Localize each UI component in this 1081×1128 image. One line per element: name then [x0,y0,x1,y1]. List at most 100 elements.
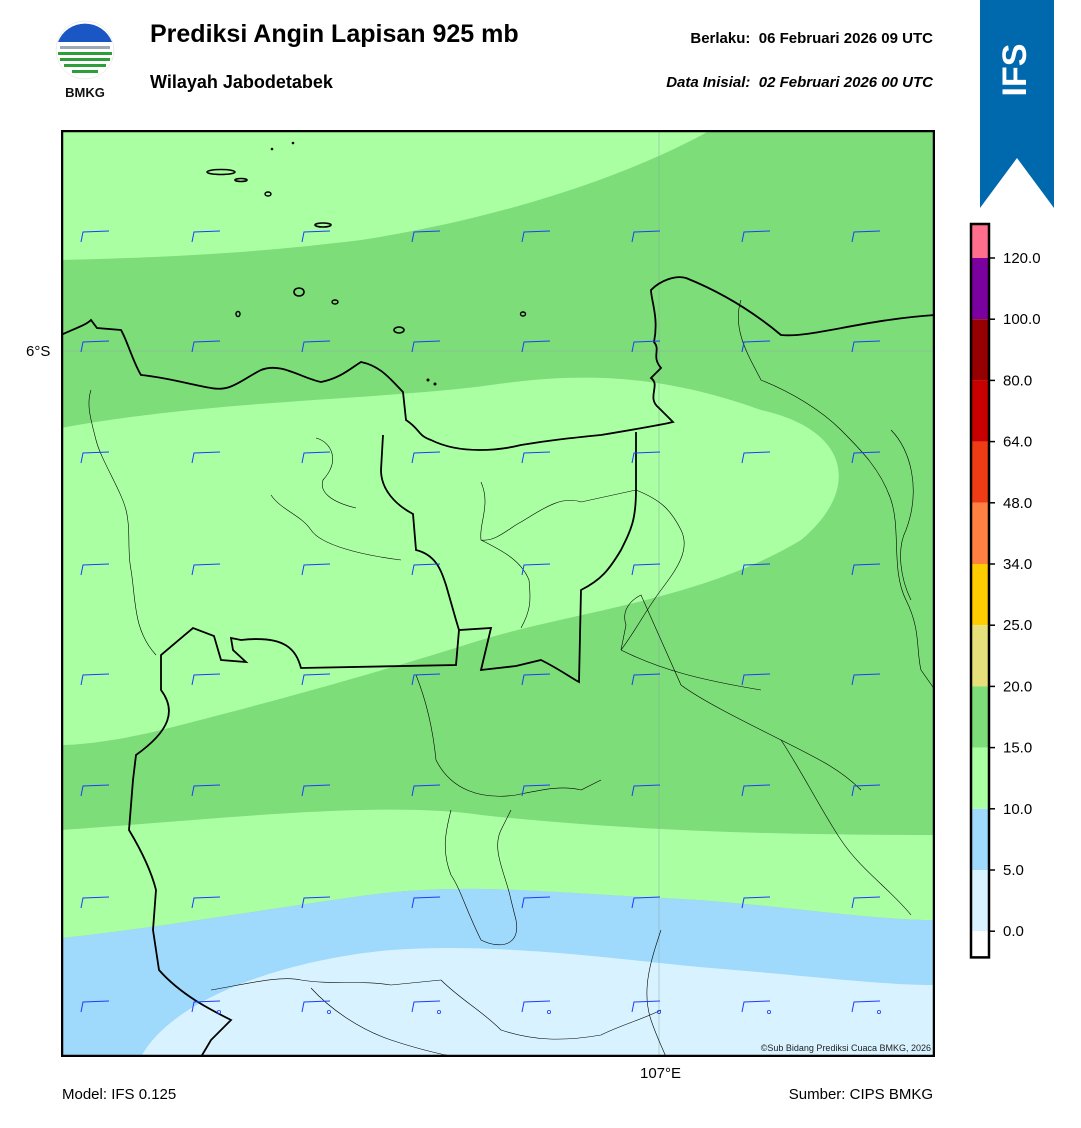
coastline [61,276,935,451]
wind-barb [411,673,441,686]
wind-barb [301,451,331,464]
island [314,222,332,228]
wind-barb [851,673,881,686]
colorbar-tick-label: 10.0 [1003,801,1032,818]
wind-barb [851,896,881,909]
wind-barb [301,1000,331,1013]
wind-map-canvas [60,129,936,1058]
colorbar-tick-label: 100.0 [1003,311,1041,328]
wind-barb [631,896,661,909]
wind-barb [301,563,331,576]
wind-barb [631,563,661,576]
wind-barbs [80,230,882,1015]
wind-barb [191,230,221,243]
colorbar-canvas: 120.0 100.0 80.0 64.0 48.0 34.0 25.0 20.0 15.0 10… [969,222,1041,993]
colorbar-tick-label: 20.0 [1003,678,1032,695]
wind-barb [851,563,881,576]
lon-tick-label: 107°E [640,1065,682,1082]
wind-barb [631,230,661,243]
wind-barb [191,673,221,686]
svg-text:BMKG: BMKG [65,85,105,100]
wind-barb [80,340,110,353]
colorbar-swatch [971,931,989,993]
colorbar-tick-label: 120.0 [1003,250,1041,267]
island [426,378,430,382]
colorbar-tick-label: 34.0 [1003,556,1032,573]
colorbar-frame [969,222,991,959]
colorbar-swatch [971,686,989,748]
speed-band-10-15-top [61,130,711,260]
wind-barb [741,784,771,797]
wind-barb [191,784,221,797]
island [393,326,405,334]
calm-wind-marker [436,1010,441,1015]
colorbar-tick-label: 80.0 [1003,372,1032,389]
wind-barb [631,340,661,353]
wind-barb [851,784,881,797]
wind-barb [521,340,551,353]
wind-barb [191,563,221,576]
valid-time: Berlaku: 06 Februari 2026 09 UTC [690,30,933,47]
wind-barb [741,230,771,243]
colorbar-swatch [971,747,989,809]
wind-barb [631,451,661,464]
wind-barb [631,784,661,797]
wind-barb [301,896,331,909]
wind-barb [411,340,441,353]
wind-barb [80,896,110,909]
page-subtitle: Wilayah Jabodetabek [150,72,333,92]
wind-barb [521,896,551,909]
wind-barb [411,230,441,243]
wind-barb [80,1000,110,1013]
colorbar-tick-label: 15.0 [1003,740,1032,757]
calm-wind-marker [657,1010,662,1015]
bmkg-logo: BMKG [52,18,118,104]
wind-barb [521,1000,551,1013]
map-frame [60,129,936,1058]
island [519,311,527,317]
wind-map [60,129,936,1058]
colorbar-tick-label: 0.0 [1003,923,1024,940]
wind-barb [301,230,331,243]
wind-barb [301,340,331,353]
colorbar-tick-label: 5.0 [1003,862,1024,879]
wind-barb [411,451,441,464]
wind-barb [411,563,441,576]
wind-barb [191,340,221,353]
wind-barb [741,563,771,576]
calm-wind-marker [767,1010,772,1015]
island [331,299,339,305]
wind-barb [80,230,110,243]
island [293,287,305,297]
speed-band-10-15-bottom [61,809,935,938]
calm-wind-marker [546,1010,551,1015]
source-info: Sumber: CIPS BMKG [788,1086,933,1103]
valid-time-value: 06 Februari 2026 09 UTC [758,30,933,47]
wind-barb [521,230,551,243]
island [234,177,248,183]
wind-barb [741,451,771,464]
wind-barb [411,896,441,909]
wind-barb [521,673,551,686]
island [433,382,437,386]
colorbar-tick-label: 25.0 [1003,617,1032,634]
copyright-note: ©Sub Bidang Prediksi Cuaca BMKG, 2026 [760,1043,931,1053]
valid-time-label: Berlaku: [690,30,751,47]
colorbar-tick-label: 64.0 [1003,434,1032,451]
calm-wind-marker [877,1010,882,1015]
speed-band-10-15-middle [61,377,839,745]
wind-barb [80,563,110,576]
wind-barb [80,451,110,464]
wind-barb [631,673,661,686]
colorbar-swatch [971,625,989,687]
wind-barb [191,896,221,909]
island [264,191,272,197]
wind-barb [191,451,221,464]
colorbar-tick-label: 48.0 [1003,495,1032,512]
wind-barb [191,1000,221,1013]
wind-barb [851,1000,881,1013]
ribbon-label: IFS [996,44,1034,97]
island [206,168,236,176]
wind-barb [521,784,551,797]
colorbar-swatch [971,564,989,626]
